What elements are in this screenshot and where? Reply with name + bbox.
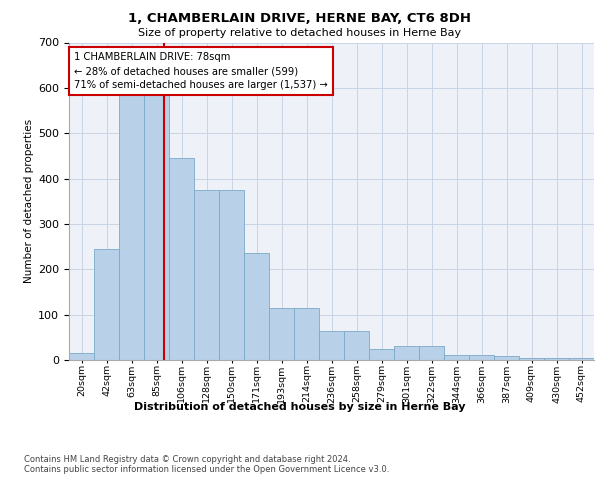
Bar xyxy=(244,254,269,360)
Text: Distribution of detached houses by size in Herne Bay: Distribution of detached houses by size … xyxy=(134,402,466,412)
Bar xyxy=(519,358,544,360)
Bar xyxy=(419,346,444,360)
Text: Size of property relative to detached houses in Herne Bay: Size of property relative to detached ho… xyxy=(139,28,461,38)
Bar xyxy=(94,249,119,360)
Bar xyxy=(69,353,94,360)
Text: Contains HM Land Registry data © Crown copyright and database right 2024.
Contai: Contains HM Land Registry data © Crown c… xyxy=(24,455,389,474)
Bar xyxy=(219,190,244,360)
Bar xyxy=(494,356,519,360)
Bar xyxy=(344,330,369,360)
Bar xyxy=(369,348,394,360)
Bar xyxy=(444,354,469,360)
Bar xyxy=(319,330,344,360)
Bar xyxy=(544,358,569,360)
Bar xyxy=(169,158,194,360)
Bar xyxy=(119,94,144,360)
Bar xyxy=(469,356,494,360)
Bar xyxy=(269,308,294,360)
Text: 1 CHAMBERLAIN DRIVE: 78sqm
← 28% of detached houses are smaller (599)
71% of sem: 1 CHAMBERLAIN DRIVE: 78sqm ← 28% of deta… xyxy=(74,52,328,90)
Y-axis label: Number of detached properties: Number of detached properties xyxy=(24,119,34,284)
Bar xyxy=(194,190,219,360)
Bar xyxy=(394,346,419,360)
Bar xyxy=(569,358,594,360)
Bar xyxy=(144,94,169,360)
Bar xyxy=(294,308,319,360)
Text: 1, CHAMBERLAIN DRIVE, HERNE BAY, CT6 8DH: 1, CHAMBERLAIN DRIVE, HERNE BAY, CT6 8DH xyxy=(128,12,472,26)
